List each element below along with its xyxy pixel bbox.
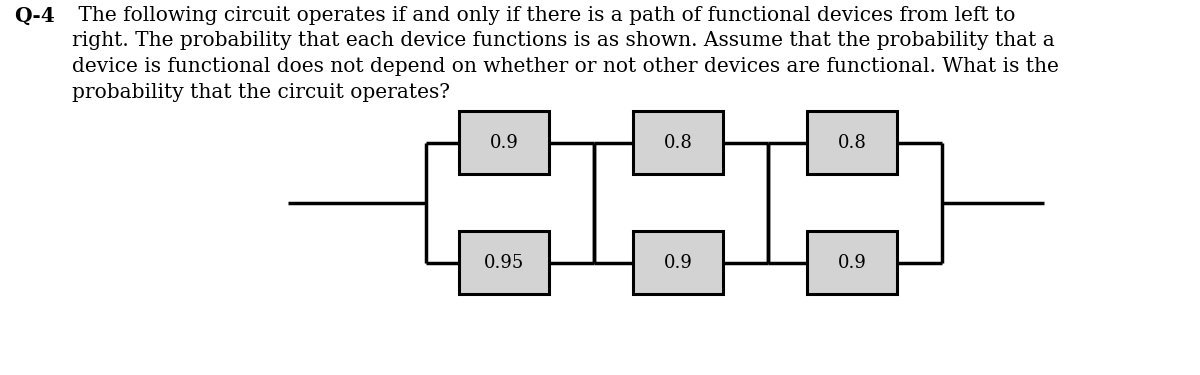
Text: 0.95: 0.95 bbox=[484, 254, 524, 272]
Text: 0.8: 0.8 bbox=[664, 134, 692, 152]
FancyBboxPatch shape bbox=[808, 231, 896, 294]
Text: 0.9: 0.9 bbox=[490, 134, 518, 152]
Text: 0.8: 0.8 bbox=[838, 134, 866, 152]
FancyBboxPatch shape bbox=[634, 231, 722, 294]
FancyBboxPatch shape bbox=[808, 111, 896, 174]
Text: 0.9: 0.9 bbox=[838, 254, 866, 272]
FancyBboxPatch shape bbox=[458, 231, 550, 294]
Text: The following circuit operates if and only if there is a path of functional devi: The following circuit operates if and on… bbox=[72, 6, 1058, 102]
FancyBboxPatch shape bbox=[634, 111, 722, 174]
Text: 0.9: 0.9 bbox=[664, 254, 692, 272]
Text: Q-4: Q-4 bbox=[14, 6, 55, 26]
FancyBboxPatch shape bbox=[458, 111, 550, 174]
